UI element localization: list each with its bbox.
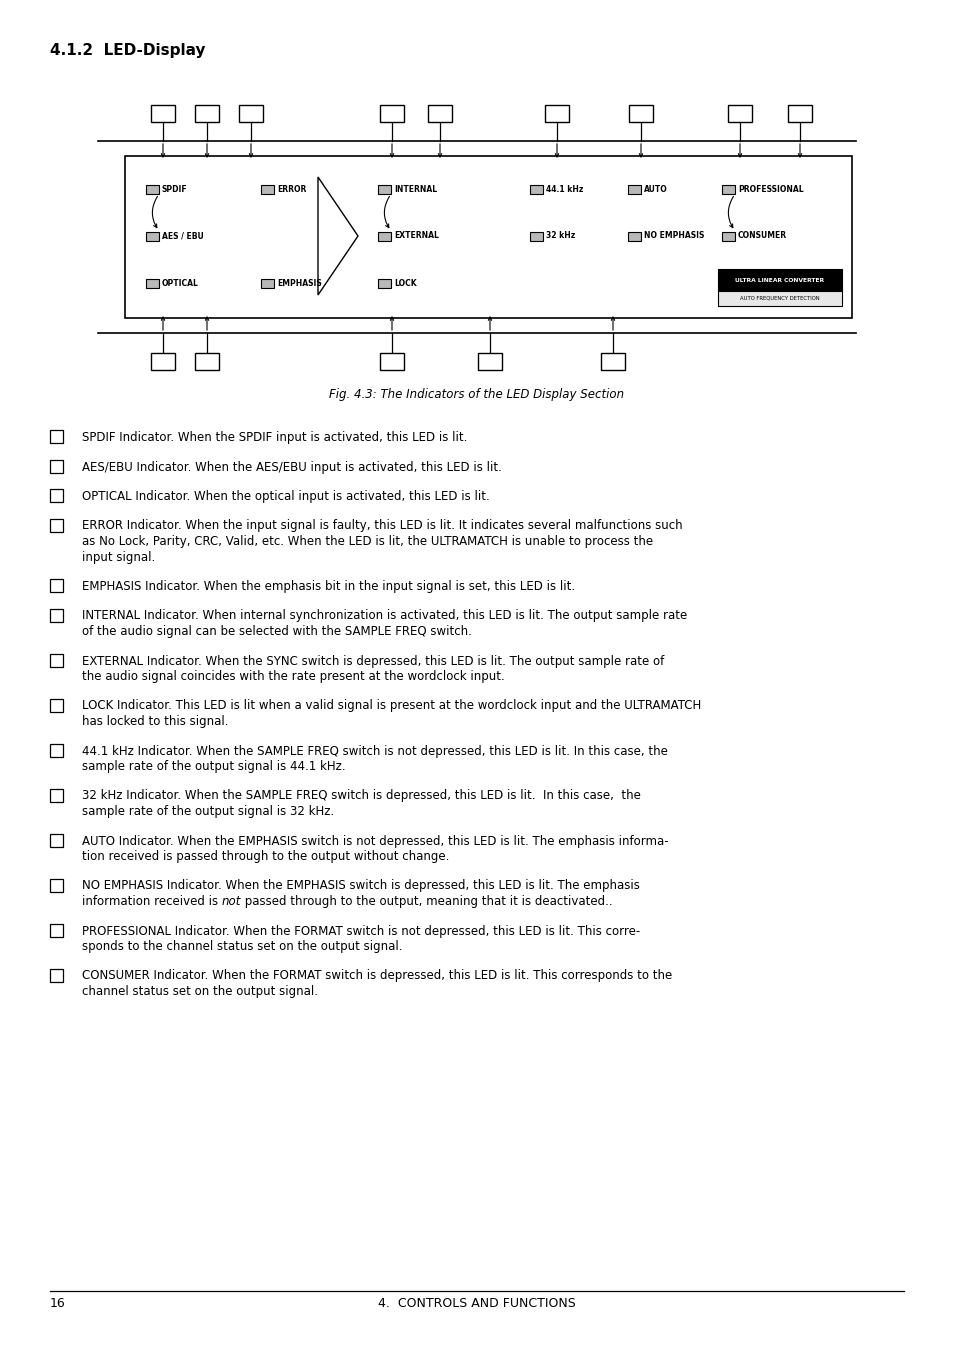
Bar	[151, 353, 174, 370]
Bar	[530, 231, 542, 240]
Text: INTERNAL Indicator. When internal synchronization is activated, this LED is lit.: INTERNAL Indicator. When internal synchr…	[82, 609, 686, 623]
Text: tion received is passed through to the output without change.: tion received is passed through to the o…	[82, 850, 449, 863]
Text: sample rate of the output signal is 32 kHz.: sample rate of the output signal is 32 k…	[82, 805, 334, 817]
Text: NO EMPHASIS Indicator. When the EMPHASIS switch is depressed, this LED is lit. T: NO EMPHASIS Indicator. When the EMPHASIS…	[82, 880, 639, 893]
Text: PROFESSIONAL Indicator. When the FORMAT switch is not depressed, this LED is lit: PROFESSIONAL Indicator. When the FORMAT …	[82, 924, 639, 938]
Bar	[530, 185, 542, 193]
Bar	[194, 104, 219, 122]
Bar	[50, 580, 63, 592]
Bar	[50, 698, 63, 712]
Text: input signal.: input signal.	[82, 550, 155, 563]
Text: ULTRA LINEAR CONVERTER: ULTRA LINEAR CONVERTER	[735, 277, 823, 282]
Text: CONSUMER: CONSUMER	[738, 231, 786, 240]
Text: ERROR: ERROR	[276, 185, 306, 193]
Bar	[600, 353, 624, 370]
Bar	[50, 969, 63, 981]
Text: 32 kHz: 32 kHz	[545, 231, 575, 240]
Text: passed through to the output, meaning that it is deactivated..: passed through to the output, meaning th…	[241, 894, 612, 908]
Text: NO EMPHASIS: NO EMPHASIS	[643, 231, 703, 240]
Bar	[50, 789, 63, 801]
Text: has locked to this signal.: has locked to this signal.	[82, 715, 229, 728]
Bar	[721, 231, 734, 240]
Text: not: not	[222, 894, 241, 908]
Text: AUTO Indicator. When the EMPHASIS switch is not depressed, this LED is lit. The : AUTO Indicator. When the EMPHASIS switch…	[82, 835, 668, 847]
Text: CONSUMER Indicator. When the FORMAT switch is depressed, this LED is lit. This c: CONSUMER Indicator. When the FORMAT swit…	[82, 970, 672, 982]
Bar	[146, 185, 159, 193]
Text: AES/EBU Indicator. When the AES/EBU input is activated, this LED is lit.: AES/EBU Indicator. When the AES/EBU inpu…	[82, 461, 501, 473]
Bar	[477, 353, 501, 370]
Bar	[627, 185, 640, 193]
Text: 4.1.2  LED-Display: 4.1.2 LED-Display	[50, 43, 205, 58]
Bar	[50, 924, 63, 936]
Text: 44.1 kHz: 44.1 kHz	[545, 185, 583, 193]
Text: LOCK: LOCK	[394, 278, 416, 288]
Bar	[146, 278, 159, 288]
Text: EXTERNAL Indicator. When the SYNC switch is depressed, this LED is lit. The outp: EXTERNAL Indicator. When the SYNC switch…	[82, 654, 663, 667]
Bar	[718, 290, 841, 305]
Bar	[261, 185, 274, 193]
Text: Fig. 4.3: The Indicators of the LED Display Section: Fig. 4.3: The Indicators of the LED Disp…	[329, 388, 624, 401]
Text: 32 kHz Indicator. When the SAMPLE FREQ switch is depressed, this LED is lit.  In: 32 kHz Indicator. When the SAMPLE FREQ s…	[82, 789, 640, 802]
Text: EMPHASIS Indicator. When the emphasis bit in the input signal is set, this LED i: EMPHASIS Indicator. When the emphasis bi…	[82, 580, 575, 593]
Text: OPTICAL: OPTICAL	[162, 278, 198, 288]
Bar	[50, 654, 63, 666]
Bar	[239, 104, 263, 122]
Bar	[261, 278, 274, 288]
Text: AUTO: AUTO	[643, 185, 667, 193]
Bar	[721, 185, 734, 193]
Bar	[50, 878, 63, 892]
Bar	[787, 104, 811, 122]
Bar	[146, 231, 159, 240]
Bar	[377, 185, 391, 193]
Bar	[544, 104, 568, 122]
Bar	[379, 104, 403, 122]
Text: information received is: information received is	[82, 894, 222, 908]
Bar	[377, 278, 391, 288]
Bar	[628, 104, 652, 122]
Text: AUTO FREQUENCY DETECTION: AUTO FREQUENCY DETECTION	[740, 296, 819, 301]
Bar	[151, 104, 174, 122]
Text: sample rate of the output signal is 44.1 kHz.: sample rate of the output signal is 44.1…	[82, 761, 345, 773]
Text: 44.1 kHz Indicator. When the SAMPLE FREQ switch is not depressed, this LED is li: 44.1 kHz Indicator. When the SAMPLE FREQ…	[82, 744, 667, 758]
Text: INTERNAL: INTERNAL	[394, 185, 436, 193]
Bar	[428, 104, 452, 122]
Bar	[50, 430, 63, 443]
Bar	[627, 231, 640, 240]
Bar	[50, 459, 63, 473]
Text: 16: 16	[50, 1297, 66, 1310]
Text: AES / EBU: AES / EBU	[162, 231, 204, 240]
Text: as No Lock, Parity, CRC, Valid, etc. When the LED is lit, the ULTRAMATCH is unab: as No Lock, Parity, CRC, Valid, etc. Whe…	[82, 535, 653, 549]
Text: sponds to the channel status set on the output signal.: sponds to the channel status set on the …	[82, 940, 402, 952]
Bar	[50, 608, 63, 621]
Text: SPDIF: SPDIF	[162, 185, 188, 193]
Bar	[194, 353, 219, 370]
Bar	[727, 104, 751, 122]
Bar	[377, 231, 391, 240]
Text: ERROR Indicator. When the input signal is faulty, this LED is lit. It indicates : ERROR Indicator. When the input signal i…	[82, 520, 682, 532]
Text: the audio signal coincides with the rate present at the wordclock input.: the audio signal coincides with the rate…	[82, 670, 504, 684]
Bar	[718, 269, 841, 290]
Text: 4.  CONTROLS AND FUNCTIONS: 4. CONTROLS AND FUNCTIONS	[377, 1297, 576, 1310]
Bar	[50, 489, 63, 503]
Bar	[125, 155, 851, 317]
Text: channel status set on the output signal.: channel status set on the output signal.	[82, 985, 317, 998]
Text: SPDIF Indicator. When the SPDIF input is activated, this LED is lit.: SPDIF Indicator. When the SPDIF input is…	[82, 431, 467, 444]
Bar	[379, 353, 403, 370]
Text: PROFESSIONAL: PROFESSIONAL	[738, 185, 802, 193]
Bar	[50, 743, 63, 757]
Text: EMPHASIS: EMPHASIS	[276, 278, 321, 288]
Bar	[50, 519, 63, 531]
Text: EXTERNAL: EXTERNAL	[394, 231, 438, 240]
Text: OPTICAL Indicator. When the optical input is activated, this LED is lit.: OPTICAL Indicator. When the optical inpu…	[82, 490, 489, 503]
Text: LOCK Indicator. This LED is lit when a valid signal is present at the wordclock : LOCK Indicator. This LED is lit when a v…	[82, 700, 700, 712]
Bar	[50, 834, 63, 847]
Text: of the audio signal can be selected with the SAMPLE FREQ switch.: of the audio signal can be selected with…	[82, 626, 472, 638]
